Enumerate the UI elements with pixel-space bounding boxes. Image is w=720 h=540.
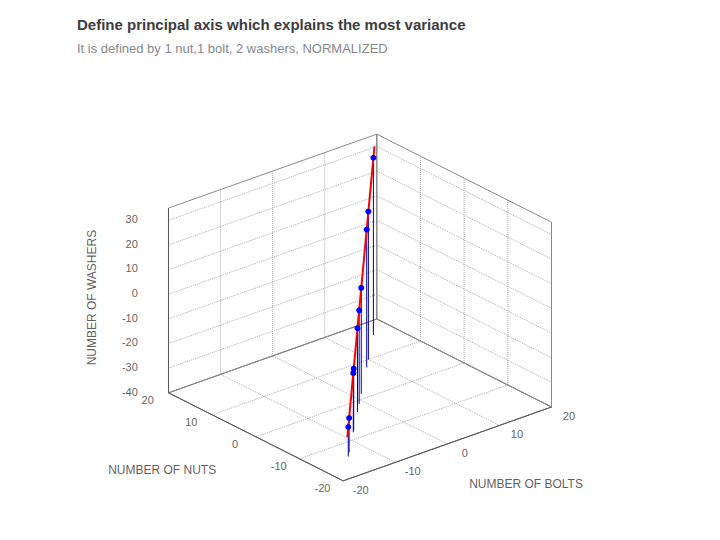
svg-text:NUMBER OF NUTS: NUMBER OF NUTS <box>108 463 216 477</box>
svg-text:-10: -10 <box>271 460 287 472</box>
svg-text:-30: -30 <box>122 361 138 373</box>
svg-text:-20: -20 <box>314 482 330 494</box>
svg-text:-10: -10 <box>122 312 138 324</box>
svg-text:20: 20 <box>142 394 154 406</box>
svg-text:30: 30 <box>126 213 138 225</box>
svg-text:10: 10 <box>511 428 523 440</box>
svg-text:0: 0 <box>232 438 238 450</box>
svg-text:10: 10 <box>185 416 197 428</box>
svg-text:-40: -40 <box>122 386 138 398</box>
svg-text:0: 0 <box>132 287 138 299</box>
svg-text:Define principal axis which ex: Define principal axis which explains the… <box>77 16 465 33</box>
svg-text:It is defined by 1 nut,1 bolt,: It is defined by 1 nut,1 bolt, 2 washers… <box>77 41 388 56</box>
svg-text:20: 20 <box>563 410 575 422</box>
svg-text:0: 0 <box>462 447 468 459</box>
svg-text:-20: -20 <box>353 484 369 496</box>
svg-text:NUMBER OF WASHERS: NUMBER OF WASHERS <box>85 230 99 366</box>
svg-text:20: 20 <box>126 238 138 250</box>
svg-text:-10: -10 <box>405 465 421 477</box>
svg-text:NUMBER OF BOLTS: NUMBER OF BOLTS <box>469 477 583 491</box>
svg-text:10: 10 <box>126 262 138 274</box>
svg-text:-20: -20 <box>122 336 138 348</box>
